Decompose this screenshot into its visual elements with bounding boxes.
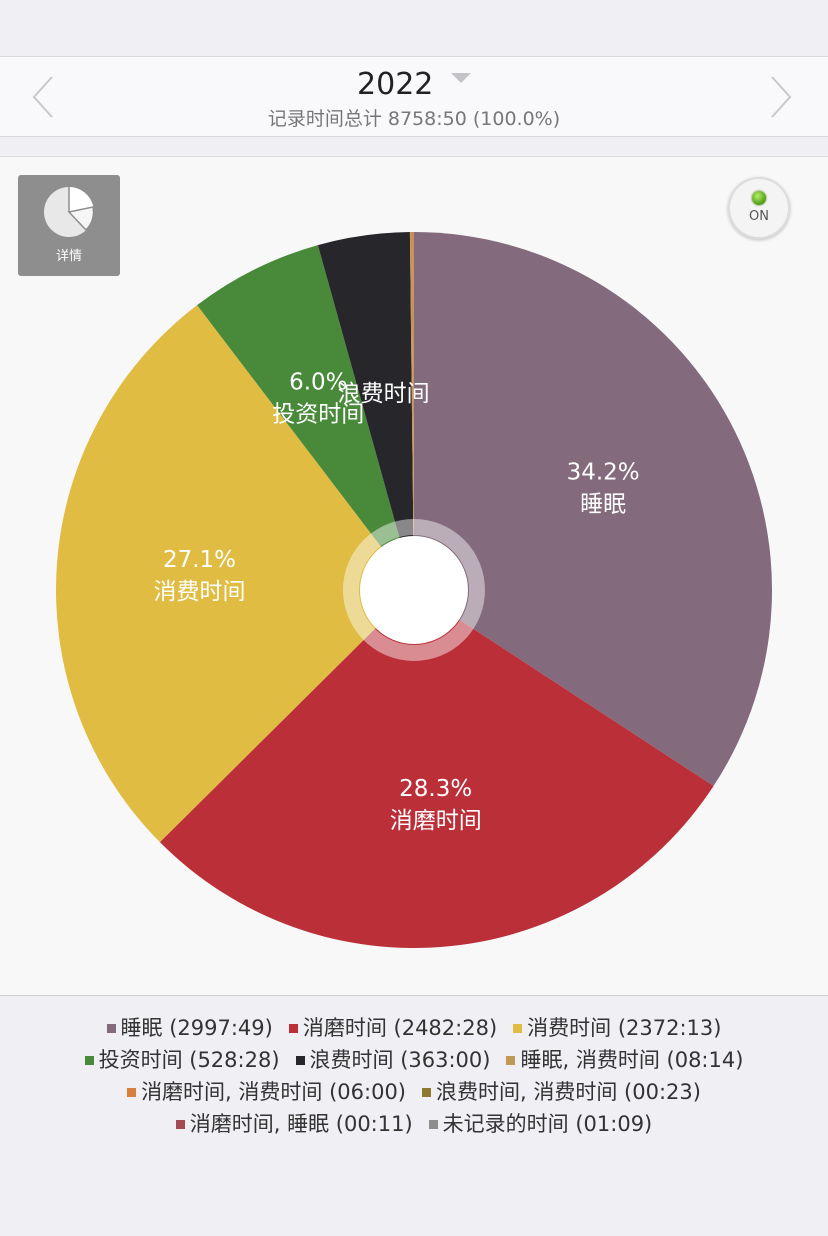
center-ring bbox=[343, 519, 485, 661]
legend-row: 消磨时间, 睡眠 (00:11) 未记录的时间 (01:09) bbox=[0, 1108, 828, 1140]
slice-name-label: 消费时间 bbox=[154, 579, 246, 605]
chevron-left-icon[interactable] bbox=[28, 75, 58, 119]
legend-item: 浪费时间, 消费时间 (00:23) bbox=[422, 1076, 701, 1108]
legend-label: 浪费时间 (363:00) bbox=[309, 1048, 491, 1072]
legend: 睡眠 (2997:49) 消磨时间 (2482:28) 消费时间 (2372:13)… bbox=[0, 1012, 828, 1140]
pie-chart-icon bbox=[44, 187, 95, 237]
slice-percent-label: 27.1% bbox=[163, 547, 236, 573]
slice-percent-label: 28.3% bbox=[399, 776, 472, 802]
legend-swatch bbox=[422, 1087, 431, 1097]
slice-percent-label: 6.0% bbox=[289, 369, 347, 395]
center-hole bbox=[360, 536, 468, 644]
legend-label: 浪费时间, 消费时间 (00:23) bbox=[436, 1080, 701, 1104]
on-toggle[interactable]: ON bbox=[728, 177, 790, 239]
pie-slice[interactable] bbox=[409, 232, 414, 590]
legend-row: 消磨时间, 消费时间 (06:00) 浪费时间, 消费时间 (00:23) bbox=[0, 1076, 828, 1108]
caret-down-icon bbox=[450, 73, 471, 83]
legend-swatch bbox=[175, 1119, 185, 1129]
year-selector[interactable]: 2022 bbox=[0, 65, 828, 105]
total-time-label: 记录时间总计 8758:50 (100.0%) bbox=[267, 108, 561, 130]
pie-slice[interactable] bbox=[159, 590, 714, 949]
legend-item: 消磨时间, 睡眠 (00:11) bbox=[175, 1108, 413, 1140]
legend-item: 睡眠 (2997:49) bbox=[106, 1012, 273, 1044]
legend-swatch bbox=[127, 1087, 137, 1097]
legend-label: 睡眠, 消费时间 (08:14) bbox=[520, 1048, 744, 1072]
legend-label: 消费时间 (2372:13) bbox=[527, 1016, 722, 1040]
legend-swatch bbox=[84, 1055, 94, 1065]
legend-label: 未记录的时间 (01:09) bbox=[442, 1112, 653, 1136]
legend-swatch bbox=[295, 1055, 305, 1065]
detail-label: 详情 bbox=[55, 249, 82, 264]
legend-row: 投资时间 (528:28) 浪费时间 (363:00) 睡眠, 消费时间 (08:1… bbox=[0, 1044, 828, 1076]
legend-item: 消磨时间, 消费时间 (06:00) bbox=[127, 1076, 406, 1108]
slice-percent-label: 34.2% bbox=[567, 460, 640, 486]
pie-slice[interactable] bbox=[197, 245, 414, 590]
legend-label: 睡眠 (2997:49) bbox=[120, 1016, 273, 1040]
slice-name-label: 投资时间 bbox=[272, 401, 364, 427]
legend-label: 投资时间 (528:28) bbox=[98, 1048, 280, 1072]
legend-swatch bbox=[506, 1055, 516, 1065]
legend-label: 消磨时间, 消费时间 (06:00) bbox=[141, 1080, 406, 1104]
detail-button[interactable]: 详情 bbox=[18, 175, 120, 276]
legend-swatch bbox=[106, 1023, 116, 1033]
legend-swatch bbox=[288, 1023, 298, 1033]
pie-slice[interactable] bbox=[414, 232, 772, 787]
slice-name-label: 浪费时间 bbox=[338, 381, 430, 407]
legend-swatch bbox=[428, 1119, 438, 1129]
legend-item: 浪费时间 (363:00) bbox=[295, 1044, 491, 1076]
legend-label: 消磨时间, 睡眠 (00:11) bbox=[189, 1112, 413, 1136]
chart-panel: 34.2% 睡眠 28.3% 消磨时间 27.1% 消费时间 6.0% 投资时间 浪费时间 详情… bbox=[0, 156, 828, 996]
chevron-right-icon[interactable] bbox=[766, 75, 796, 119]
legend-row: 睡眠 (2997:49) 消磨时间 (2482:28) 消费时间 (2372:13) bbox=[0, 1012, 828, 1044]
on-toggle-label: ON bbox=[749, 209, 769, 224]
legend-item: 消磨时间 (2482:28) bbox=[288, 1012, 498, 1044]
pie-slice[interactable] bbox=[55, 305, 414, 843]
header-bar: 2022 记录时间总计 8758:50 (100.0%) bbox=[0, 56, 828, 137]
legend-item: 消费时间 (2372:13) bbox=[513, 1012, 721, 1044]
slice-name-label: 睡眠 bbox=[580, 492, 626, 518]
legend-item: 投资时间 (528:28) bbox=[84, 1044, 280, 1076]
legend-swatch bbox=[513, 1023, 523, 1033]
status-light-icon bbox=[752, 191, 766, 205]
pie-slice[interactable] bbox=[412, 232, 414, 590]
legend-item: 未记录的时间 (01:09) bbox=[428, 1108, 653, 1140]
legend-item: 睡眠, 消费时间 (08:14) bbox=[506, 1044, 743, 1076]
legend-label: 消磨时间 (2482:28) bbox=[302, 1016, 498, 1040]
pie-slice[interactable] bbox=[317, 232, 414, 590]
slice-name-label: 消磨时间 bbox=[390, 808, 482, 834]
year-title: 2022 bbox=[357, 67, 434, 102]
